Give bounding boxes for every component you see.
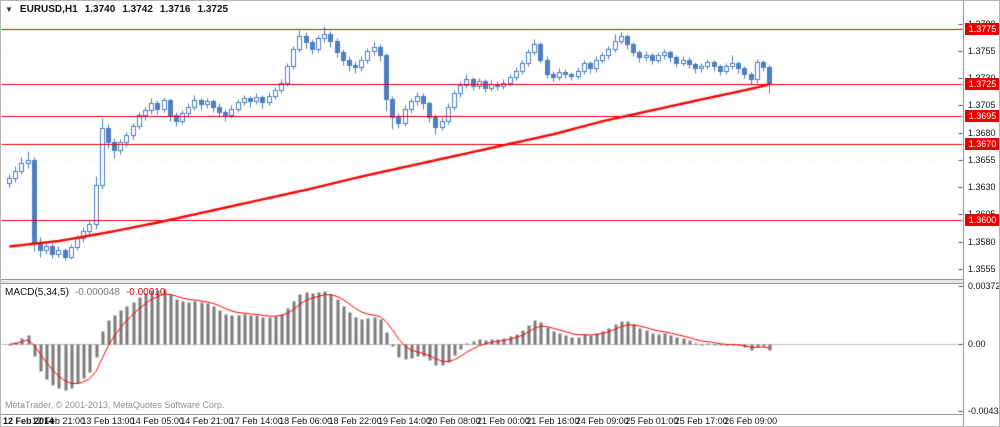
time-label: 25 Feb 01:00 [625, 416, 679, 426]
time-label: 26 Feb 09:00 [724, 416, 778, 426]
price-level-badge: 1.3695 [965, 110, 999, 123]
price-level-badge: 1.3600 [965, 213, 999, 226]
time-label: 14 Feb 05:00 [130, 416, 184, 426]
indicator-value: -0.000048 [74, 287, 120, 298]
ohlc-low: 1.3716 [159, 4, 191, 15]
time-label: 20 Feb 08:00 [427, 416, 481, 426]
price-axis[interactable]: 1.37801.37551.37301.37051.36801.36551.36… [963, 1, 1000, 426]
time-label: 17 Feb 14:00 [229, 416, 283, 426]
time-label: 13 Feb 13:00 [81, 416, 135, 426]
symbol-ohlc-line: ▼ EURUSD,H1 1.3740 1.3742 1.3716 1.3725 [5, 4, 228, 15]
macd-axis-label: 0.00372 [968, 281, 1000, 291]
indicator-signal-value: -0.00010 [125, 287, 166, 298]
ohlc-high: 1.3742 [122, 4, 153, 15]
time-label: 19 Feb 14:00 [377, 416, 432, 426]
pane-splitter[interactable] [1, 279, 999, 284]
price-tick-label: 1.3630 [968, 182, 996, 193]
price-tick-label: 1.3705 [968, 100, 996, 111]
macd-pane-canvas[interactable] [1, 284, 963, 414]
symbol-label: EURUSD,H1 [19, 4, 78, 15]
time-label: 21 Feb 00:00 [476, 416, 530, 426]
price-tick-label: 1.3755 [968, 45, 996, 56]
indicator-label-line: MACD(5,34,5) -0.000048 -0.00010 [5, 287, 165, 298]
main-chart-canvas[interactable] [1, 1, 963, 280]
macd-axis-label: -0.00434 [968, 406, 1000, 416]
time-label: 14 Feb 21:00 [180, 416, 234, 426]
price-tick-label: 1.3580 [968, 236, 996, 247]
time-label: 12 Feb 2014 [3, 416, 55, 426]
time-label: 24 Feb 09:00 [575, 416, 629, 426]
price-level-badge: 1.3775 [965, 23, 999, 36]
time-label: 18 Feb 06:00 [279, 416, 333, 426]
price-tick-label: 1.3555 [968, 263, 996, 274]
time-label: 25 Feb 17:00 [674, 416, 728, 426]
time-label: 21 Feb 16:00 [526, 416, 580, 426]
price-tick-label: 1.3680 [968, 127, 996, 138]
time-axis[interactable]: 12 Feb 2014 12 Feb 21:00 13 Feb 13:00 14 Fe… [1, 414, 999, 426]
indicator-name: MACD(5,34,5) [5, 287, 69, 298]
ohlc-close: 1.3725 [197, 4, 229, 15]
time-label: 12 Feb 21:00 [31, 416, 85, 426]
time-label: 18 Feb 22:00 [328, 416, 382, 426]
macd-axis-label: 0.00 [968, 338, 986, 349]
price-level-badge: 1.3725 [965, 77, 999, 90]
price-level-badge: 1.3670 [965, 137, 999, 150]
watermark: MetaTrader, © 2001-2013, MetaQuotes Soft… [5, 400, 225, 410]
price-tick-label: 1.3655 [968, 154, 996, 165]
chart-icon: ▼ [5, 4, 13, 14]
ohlc-open: 1.3740 [84, 4, 116, 15]
